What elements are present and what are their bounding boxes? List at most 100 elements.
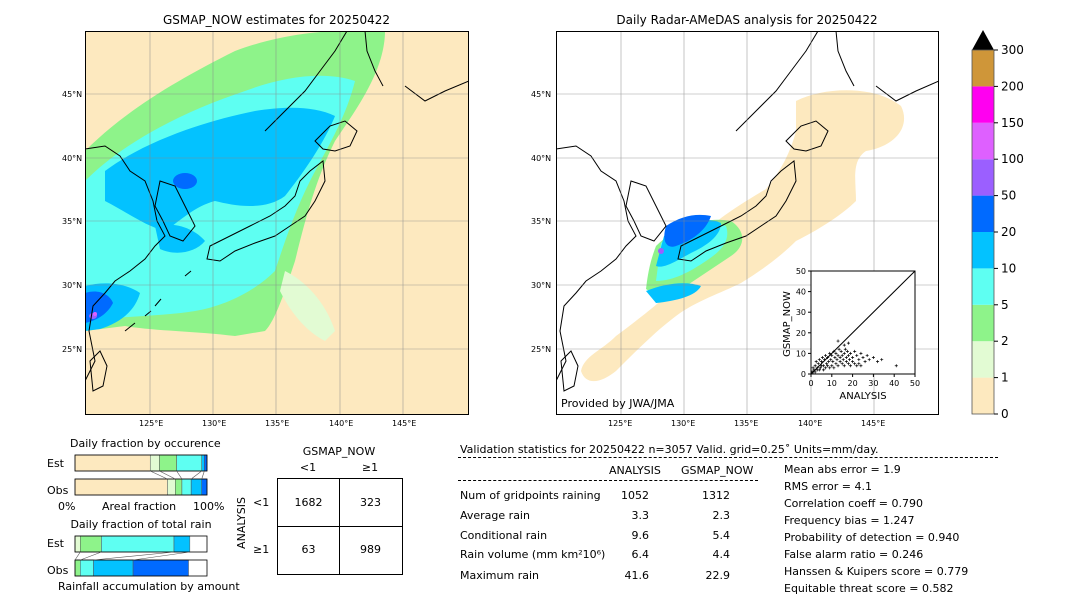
occurrence-bars [74,454,208,496]
left-map [85,31,469,415]
right-rain-dark [664,214,711,247]
occurrence-connector-2 [176,470,183,480]
scatter-point-48 [876,360,880,364]
totalrain-connector-2 [93,551,175,561]
scatter-point-15 [826,356,830,360]
stat-analysis-4: 41.6 [624,569,650,582]
occurrence-bar-est-1 [149,454,160,472]
score-5: False alarm ratio = 0.246 [784,548,924,561]
colorbar-segment-0 [972,377,994,414]
left-coast-korea [154,180,196,242]
colorbar-tick-200: 200 [1001,79,1024,93]
right-map-frame [556,31,939,415]
scatter-point-49 [880,358,884,362]
colorbar-segment-2 [972,304,994,342]
score-4: Probability of detection = 0.940 [784,531,960,544]
contingency-title: GSMAP_NOW [302,445,376,458]
scatter-point-44 [863,360,867,364]
scatter-point-23 [834,351,838,355]
scatter-point-55 [819,364,823,368]
scatter-point-58 [826,364,830,368]
contingency-row-title: ANALYSIS [235,497,248,549]
right-map-credit: Provided by JWA/JMA [561,397,675,410]
colorbar-segment-4 [972,232,994,269]
scatter-ylabel: GSMAP_NOW [782,291,793,357]
validation-header: Validation statistics for 20250422 n=305… [460,443,879,456]
colorbar-segment-1 [972,341,994,378]
left-rain-dark1 [173,173,197,189]
score-6: Hanssen & Kuipers score = 0.779 [784,565,969,578]
score-2: Correlation coeff = 0.790 [784,497,923,510]
scatter-xtick-2: 20 [848,379,858,388]
totalrain-bar-obs-3 [93,559,134,577]
scatter-point-64 [838,360,842,364]
scatter-xlabel: ANALYSIS [839,391,886,402]
scatter-point-28 [839,349,843,353]
scatter-point-33 [844,356,848,360]
occurrence-bar-obs-2 [175,478,183,496]
occurrence-bar-est-4 [201,454,205,472]
scatter-point-14 [825,362,829,366]
scatter-point-24 [835,358,839,362]
right-lat-35: 35°N [531,217,552,226]
left-rain-sky [105,107,335,231]
scatter-xtick-3: 30 [868,379,878,388]
scatter-point-73 [857,362,861,366]
stat-analysis-0: 1052 [621,489,649,502]
totalrain-bar-est-2 [101,535,175,553]
scatter-point-42 [859,351,863,355]
scatter-point-22 [833,356,837,360]
validation-divider [458,457,998,458]
occurrence-xlabel: Areal fraction [102,500,177,513]
scatter-point-67 [844,360,848,364]
left-coast-mainland [85,145,166,382]
contingency-col-ge1: ≥1 [361,461,379,474]
occurrence-bar-obs-1 [167,478,176,496]
totalrain-label-est: Est [47,537,64,550]
scatter-ytick-4: 40 [796,288,806,297]
totalrain-bar-est-3 [173,535,191,553]
left-coast-islands [124,270,192,332]
scatter-reference-line [810,270,916,375]
scatter-xtick-1: 10 [827,379,837,388]
scatter-point-57 [824,366,828,370]
stat-gsmap-3: 4.4 [712,548,731,561]
left-coast-japan [206,160,326,262]
scatter-point-45 [865,353,869,357]
stat-label-1: Average rain [460,509,530,522]
score-1: RMS error = 4.1 [784,480,872,493]
right-lon-140: 140°E [798,419,823,428]
scatter-point-72 [855,364,859,368]
scatter-point-75 [836,339,840,343]
colorbar-segment-8 [972,86,994,123]
score-3: Frequency bias = 1.247 [784,514,915,527]
scatter-point-70 [851,360,855,364]
scatter-point-29 [840,353,844,357]
stat-gsmap-0: 1312 [702,489,730,502]
left-lat-25: 25°N [62,345,83,354]
scatter-point-52 [813,370,817,374]
scatter-point-13 [824,353,828,357]
stat-analysis-3: 6.4 [631,548,650,561]
colorbar-tick-2: 2 [1001,334,1009,348]
stat-analysis-2: 9.6 [631,529,650,542]
left-rain-pink [93,312,97,316]
scatter-point-68 [846,362,850,366]
scatter-point-38 [851,356,855,360]
totalrain-connector-0 [74,551,81,561]
left-map-title: GSMAP_NOW estimates for 20250422 [162,13,391,27]
contingency-cell-11: 989 [360,543,381,556]
scatter-point-63 [836,364,840,368]
contingency-cell-10: 63 [301,543,316,556]
scatter-point-66 [842,364,846,368]
colorbar-tick-100: 100 [1001,152,1024,166]
scatter-point-27 [838,356,842,360]
occurrence-bar-est-2 [159,454,177,472]
scatter-point-60 [830,364,834,368]
totalrain-connector-1 [80,551,102,561]
scatter-ytick-2: 20 [796,329,806,338]
validation-col-divider [458,480,758,481]
left-coast-taiwan [89,350,108,392]
colorbar-extend-arrow [972,30,994,50]
scatter-point-34 [845,349,849,353]
